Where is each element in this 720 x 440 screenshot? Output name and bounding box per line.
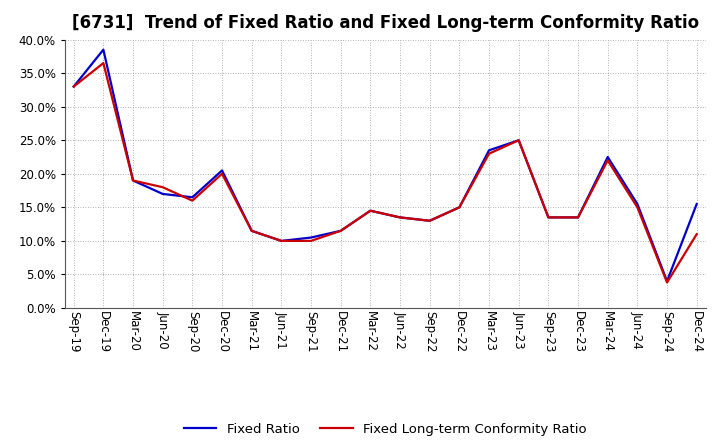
Fixed Long-term Conformity Ratio — [662, 280, 671, 285]
Fixed Long-term Conformity Ratio — [248, 228, 256, 234]
Fixed Long-term Conformity Ratio — [485, 151, 493, 156]
Fixed Ratio — [574, 215, 582, 220]
Legend: Fixed Ratio, Fixed Long-term Conformity Ratio: Fixed Ratio, Fixed Long-term Conformity … — [179, 418, 592, 440]
Fixed Ratio — [277, 238, 286, 244]
Fixed Ratio — [188, 194, 197, 200]
Fixed Ratio — [396, 215, 405, 220]
Fixed Ratio — [455, 205, 464, 210]
Fixed Long-term Conformity Ratio — [336, 228, 345, 234]
Fixed Ratio — [129, 178, 138, 183]
Fixed Long-term Conformity Ratio — [396, 215, 405, 220]
Fixed Long-term Conformity Ratio — [307, 238, 315, 244]
Fixed Long-term Conformity Ratio — [514, 138, 523, 143]
Fixed Ratio — [544, 215, 553, 220]
Fixed Ratio — [485, 148, 493, 153]
Fixed Long-term Conformity Ratio — [544, 215, 553, 220]
Fixed Ratio — [603, 154, 612, 160]
Fixed Long-term Conformity Ratio — [217, 171, 226, 176]
Fixed Long-term Conformity Ratio — [603, 158, 612, 163]
Fixed Long-term Conformity Ratio — [366, 208, 374, 213]
Fixed Long-term Conformity Ratio — [455, 205, 464, 210]
Fixed Ratio — [426, 218, 434, 224]
Fixed Long-term Conformity Ratio — [633, 205, 642, 210]
Line: Fixed Long-term Conformity Ratio: Fixed Long-term Conformity Ratio — [73, 63, 697, 282]
Fixed Ratio — [336, 228, 345, 234]
Fixed Ratio — [662, 279, 671, 284]
Line: Fixed Ratio: Fixed Ratio — [73, 50, 697, 281]
Fixed Ratio — [514, 138, 523, 143]
Fixed Ratio — [307, 235, 315, 240]
Fixed Long-term Conformity Ratio — [129, 178, 138, 183]
Fixed Ratio — [217, 168, 226, 173]
Fixed Ratio — [693, 202, 701, 207]
Fixed Long-term Conformity Ratio — [574, 215, 582, 220]
Fixed Long-term Conformity Ratio — [693, 231, 701, 237]
Fixed Long-term Conformity Ratio — [158, 185, 167, 190]
Fixed Long-term Conformity Ratio — [69, 84, 78, 89]
Fixed Ratio — [158, 191, 167, 197]
Fixed Ratio — [99, 47, 108, 52]
Fixed Ratio — [633, 202, 642, 207]
Fixed Long-term Conformity Ratio — [277, 238, 286, 244]
Fixed Ratio — [69, 84, 78, 89]
Fixed Long-term Conformity Ratio — [426, 218, 434, 224]
Fixed Ratio — [248, 228, 256, 234]
Fixed Long-term Conformity Ratio — [188, 198, 197, 203]
Fixed Long-term Conformity Ratio — [99, 60, 108, 66]
Fixed Ratio — [366, 208, 374, 213]
Title: [6731]  Trend of Fixed Ratio and Fixed Long-term Conformity Ratio: [6731] Trend of Fixed Ratio and Fixed Lo… — [71, 15, 699, 33]
